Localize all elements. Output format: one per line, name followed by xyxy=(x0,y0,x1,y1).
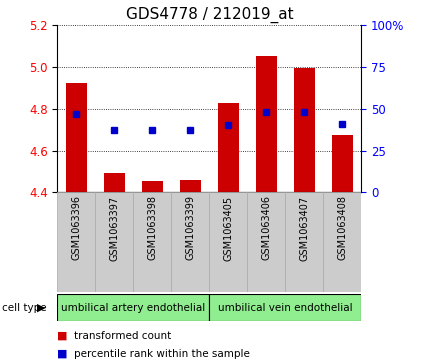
Bar xyxy=(332,135,353,192)
Bar xyxy=(209,192,247,292)
Bar xyxy=(171,192,209,292)
Bar xyxy=(142,181,163,192)
Bar xyxy=(57,294,209,321)
Text: GSM1063407: GSM1063407 xyxy=(299,195,309,261)
Text: ■: ■ xyxy=(57,331,68,341)
Text: GSM1063399: GSM1063399 xyxy=(185,195,196,260)
Bar xyxy=(133,192,171,292)
Text: GSM1063405: GSM1063405 xyxy=(223,195,233,261)
Text: GSM1063396: GSM1063396 xyxy=(71,195,81,260)
Text: GSM1063406: GSM1063406 xyxy=(261,195,271,260)
Bar xyxy=(209,294,361,321)
Bar xyxy=(66,83,87,192)
Bar xyxy=(218,103,239,192)
Bar xyxy=(285,192,323,292)
Text: GSM1063398: GSM1063398 xyxy=(147,195,157,260)
Text: percentile rank within the sample: percentile rank within the sample xyxy=(74,349,249,359)
Bar xyxy=(294,68,315,192)
Bar xyxy=(95,192,133,292)
Text: cell type: cell type xyxy=(2,303,47,313)
Title: GDS4778 / 212019_at: GDS4778 / 212019_at xyxy=(125,7,293,23)
Bar xyxy=(57,192,95,292)
Text: GSM1063397: GSM1063397 xyxy=(109,195,119,261)
Text: ▶: ▶ xyxy=(37,303,46,313)
Text: ■: ■ xyxy=(57,349,68,359)
Text: umbilical vein endothelial: umbilical vein endothelial xyxy=(218,303,353,313)
Bar xyxy=(323,192,361,292)
Text: umbilical artery endothelial: umbilical artery endothelial xyxy=(61,303,205,313)
Bar xyxy=(247,192,285,292)
Bar xyxy=(180,180,201,192)
Bar xyxy=(256,56,277,192)
Bar xyxy=(104,172,125,192)
Text: GSM1063408: GSM1063408 xyxy=(337,195,347,260)
Text: transformed count: transformed count xyxy=(74,331,171,341)
